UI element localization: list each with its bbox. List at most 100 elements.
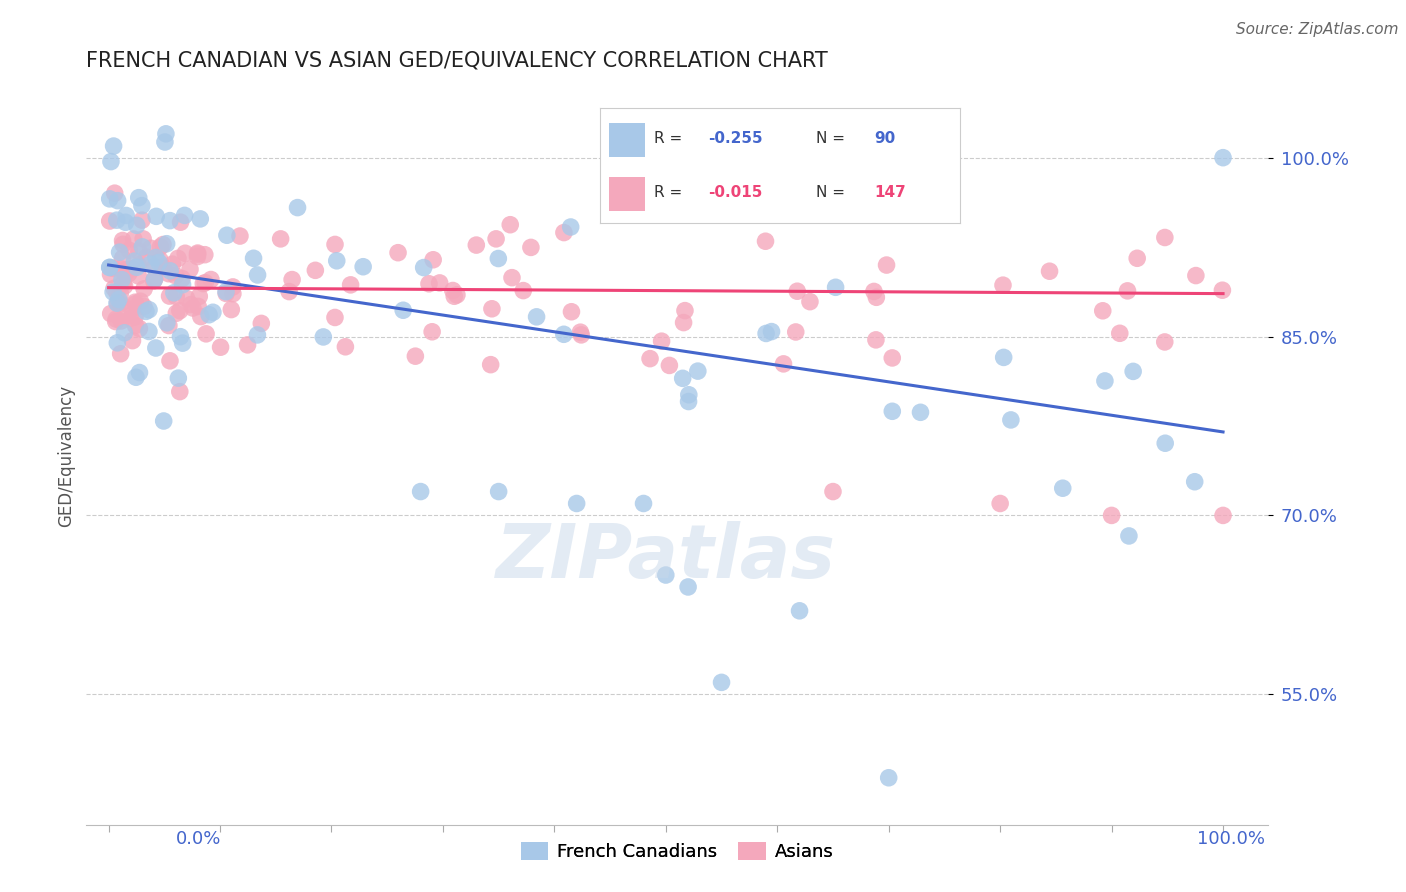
- Point: [124, 310, 146, 324]
- Point: [1052, 481, 1074, 495]
- Point: [485, 232, 508, 246]
- Point: [569, 325, 592, 339]
- Point: [124, 254, 146, 268]
- Point: [124, 297, 146, 311]
- Point: [107, 293, 129, 307]
- Point: [101, 285, 124, 299]
- Point: [1212, 508, 1234, 523]
- Point: [129, 294, 152, 309]
- Text: Source: ZipAtlas.com: Source: ZipAtlas.com: [1236, 22, 1399, 37]
- Point: [1108, 326, 1130, 341]
- Point: [339, 277, 361, 292]
- Point: [246, 327, 269, 342]
- Point: [163, 285, 186, 300]
- Point: [229, 229, 252, 244]
- Point: [143, 260, 166, 274]
- Point: [149, 240, 172, 254]
- Point: [127, 258, 149, 272]
- Point: [195, 326, 218, 341]
- Point: [120, 311, 142, 326]
- Point: [105, 296, 128, 310]
- Point: [412, 260, 434, 275]
- Point: [157, 267, 180, 281]
- Point: [180, 297, 202, 311]
- Point: [1091, 303, 1114, 318]
- Point: [499, 218, 522, 232]
- Point: [114, 267, 136, 281]
- Point: [200, 272, 222, 286]
- Y-axis label: GED/Equivalency: GED/Equivalency: [58, 384, 75, 527]
- Point: [111, 252, 134, 266]
- Point: [157, 318, 180, 333]
- Point: [98, 214, 121, 228]
- Point: [686, 364, 709, 378]
- Point: [172, 271, 194, 285]
- Point: [135, 304, 157, 318]
- Point: [678, 388, 700, 402]
- Point: [824, 280, 846, 294]
- Point: [326, 253, 349, 268]
- Point: [98, 260, 121, 275]
- Point: [165, 268, 187, 283]
- Point: [865, 290, 887, 304]
- Text: FRENCH CANADIAN VS ASIAN GED/EQUIVALENCY CORRELATION CHART: FRENCH CANADIAN VS ASIAN GED/EQUIVALENCY…: [86, 51, 828, 70]
- Point: [114, 309, 136, 323]
- Point: [167, 252, 190, 266]
- Point: [1184, 475, 1206, 489]
- Point: [115, 262, 138, 277]
- Point: [101, 261, 124, 276]
- Point: [134, 282, 156, 296]
- Point: [190, 310, 212, 324]
- Point: [785, 325, 807, 339]
- Point: [194, 248, 217, 262]
- Point: [1212, 151, 1234, 165]
- Point: [560, 304, 582, 318]
- Point: [107, 296, 129, 310]
- Point: [118, 244, 141, 258]
- Point: [107, 194, 129, 208]
- Point: [142, 274, 165, 288]
- Point: [148, 255, 170, 269]
- Point: [138, 302, 160, 317]
- Point: [132, 232, 155, 246]
- Point: [194, 276, 217, 290]
- Point: [114, 279, 136, 293]
- Point: [876, 258, 898, 272]
- Point: [125, 260, 148, 275]
- Point: [215, 228, 238, 243]
- Point: [1101, 508, 1123, 523]
- Point: [193, 277, 215, 291]
- Point: [139, 257, 162, 271]
- Point: [323, 310, 346, 325]
- Point: [105, 213, 128, 227]
- Point: [139, 241, 162, 255]
- Point: [143, 272, 166, 286]
- Point: [221, 302, 243, 317]
- Point: [754, 234, 776, 248]
- Point: [188, 289, 211, 303]
- Point: [115, 209, 138, 223]
- Point: [420, 325, 443, 339]
- Point: [501, 270, 523, 285]
- Point: [132, 300, 155, 314]
- Point: [755, 326, 778, 341]
- Point: [98, 260, 121, 275]
- Point: [174, 246, 197, 260]
- Point: [104, 186, 127, 201]
- Point: [128, 321, 150, 335]
- Point: [201, 305, 224, 319]
- Point: [215, 286, 238, 301]
- Point: [100, 307, 122, 321]
- Point: [125, 370, 148, 384]
- Point: [111, 234, 134, 248]
- Point: [418, 277, 440, 291]
- Point: [877, 771, 900, 785]
- Point: [169, 329, 191, 343]
- Point: [172, 336, 194, 351]
- Point: [446, 288, 468, 302]
- Point: [676, 580, 699, 594]
- Point: [658, 359, 681, 373]
- Point: [287, 201, 309, 215]
- Point: [526, 310, 548, 324]
- Point: [465, 238, 488, 252]
